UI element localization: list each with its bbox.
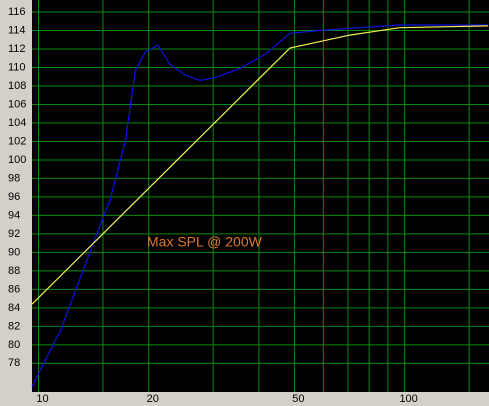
- y-tick-label: 94: [8, 209, 20, 221]
- x-tick-label: 50: [292, 393, 304, 405]
- series-line: [31, 24, 489, 387]
- y-tick-label: 100: [8, 154, 26, 166]
- series-line: [31, 25, 489, 305]
- y-tick-label: 112: [8, 43, 26, 55]
- y-tick-label: 92: [8, 228, 20, 240]
- y-tick-label: 84: [8, 302, 20, 314]
- y-tick-label: 88: [8, 265, 20, 277]
- y-tick-label: 78: [8, 357, 20, 369]
- plot-area: [32, 0, 489, 392]
- y-tick-label: 90: [8, 246, 20, 258]
- y-tick-label: 106: [8, 98, 26, 110]
- y-tick-label: 102: [8, 135, 26, 147]
- y-tick-label: 116: [8, 6, 26, 18]
- y-tick-label: 82: [8, 320, 20, 332]
- annotation: Max SPL @ 200W: [147, 234, 263, 250]
- x-tick-label: 10: [36, 393, 48, 405]
- y-tick-label: 80: [8, 339, 20, 351]
- y-tick-label: 86: [8, 283, 20, 295]
- x-tick-label: 20: [147, 393, 159, 405]
- y-tick-label: 98: [8, 172, 20, 184]
- y-tick-label: 108: [8, 80, 26, 92]
- y-tick-label: 110: [8, 61, 26, 73]
- y-tick-label: 96: [8, 191, 20, 203]
- y-tick-label: 104: [8, 117, 26, 129]
- y-tick-label: 114: [8, 24, 26, 36]
- x-tick-label: 100: [399, 393, 417, 405]
